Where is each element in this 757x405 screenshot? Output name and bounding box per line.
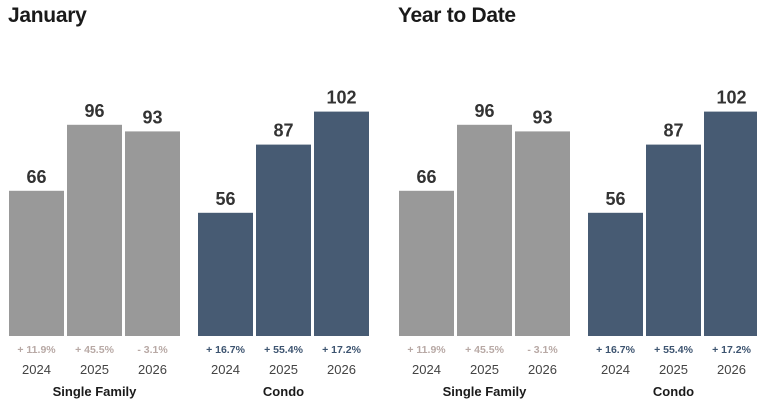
bar <box>314 111 369 336</box>
data-label: 66 <box>26 167 46 187</box>
chart-title: January <box>8 4 87 27</box>
tick-label: 2025 <box>470 362 499 377</box>
bar <box>704 111 757 336</box>
change-label: + 17.2% <box>712 344 751 356</box>
tick-label: 2025 <box>659 362 688 377</box>
change-label: + 55.4% <box>654 344 693 356</box>
chart-panel-year-to-date: Year to Date 66 + 11.9% 2024 96 + 45.5% 2025 9… <box>398 0 757 405</box>
bar <box>198 212 253 336</box>
change-label: + 11.9% <box>17 344 56 356</box>
data-label: 87 <box>663 121 683 141</box>
tick-label: 2024 <box>601 362 630 377</box>
data-label: 96 <box>474 101 494 121</box>
tick-label: 2026 <box>138 362 167 377</box>
tick-label: 2024 <box>22 362 51 377</box>
bar <box>457 124 512 336</box>
group-label: Single Family <box>53 384 138 399</box>
change-label: + 11.9% <box>407 344 446 356</box>
data-label: 102 <box>716 88 746 108</box>
group-label: Condo <box>263 384 304 399</box>
tick-label: 2026 <box>528 362 557 377</box>
data-label: 96 <box>84 101 104 121</box>
change-label: - 3.1% <box>527 344 558 356</box>
data-label: 56 <box>605 189 625 209</box>
bar <box>256 144 311 336</box>
group-label: Single Family <box>443 384 528 399</box>
bar <box>125 131 180 336</box>
bar <box>588 212 643 336</box>
tick-label: 2024 <box>211 362 240 377</box>
bar <box>646 144 701 336</box>
change-label: + 45.5% <box>465 344 504 356</box>
tick-label: 2026 <box>327 362 356 377</box>
change-label: + 55.4% <box>264 344 303 356</box>
group-label: Condo <box>653 384 694 399</box>
change-label: + 17.2% <box>322 344 361 356</box>
bar <box>9 190 64 336</box>
tick-label: 2025 <box>269 362 298 377</box>
bar <box>515 131 570 336</box>
bar <box>399 190 454 336</box>
data-label: 66 <box>416 167 436 187</box>
data-label: 93 <box>142 107 162 127</box>
change-label: - 3.1% <box>137 344 168 356</box>
tick-label: 2026 <box>717 362 746 377</box>
tick-label: 2024 <box>412 362 441 377</box>
data-label: 56 <box>215 189 235 209</box>
bar <box>67 124 122 336</box>
data-label: 93 <box>532 107 552 127</box>
chart-title: Year to Date <box>398 4 516 27</box>
chart-panel-january: January 66 + 11.9% 2024 96 + 45.5% 2025 93 - 3.… <box>8 0 369 405</box>
change-label: + 16.7% <box>596 344 635 356</box>
change-label: + 16.7% <box>206 344 245 356</box>
data-label: 102 <box>326 88 356 108</box>
tick-label: 2025 <box>80 362 109 377</box>
data-label: 87 <box>273 121 293 141</box>
change-label: + 45.5% <box>75 344 114 356</box>
